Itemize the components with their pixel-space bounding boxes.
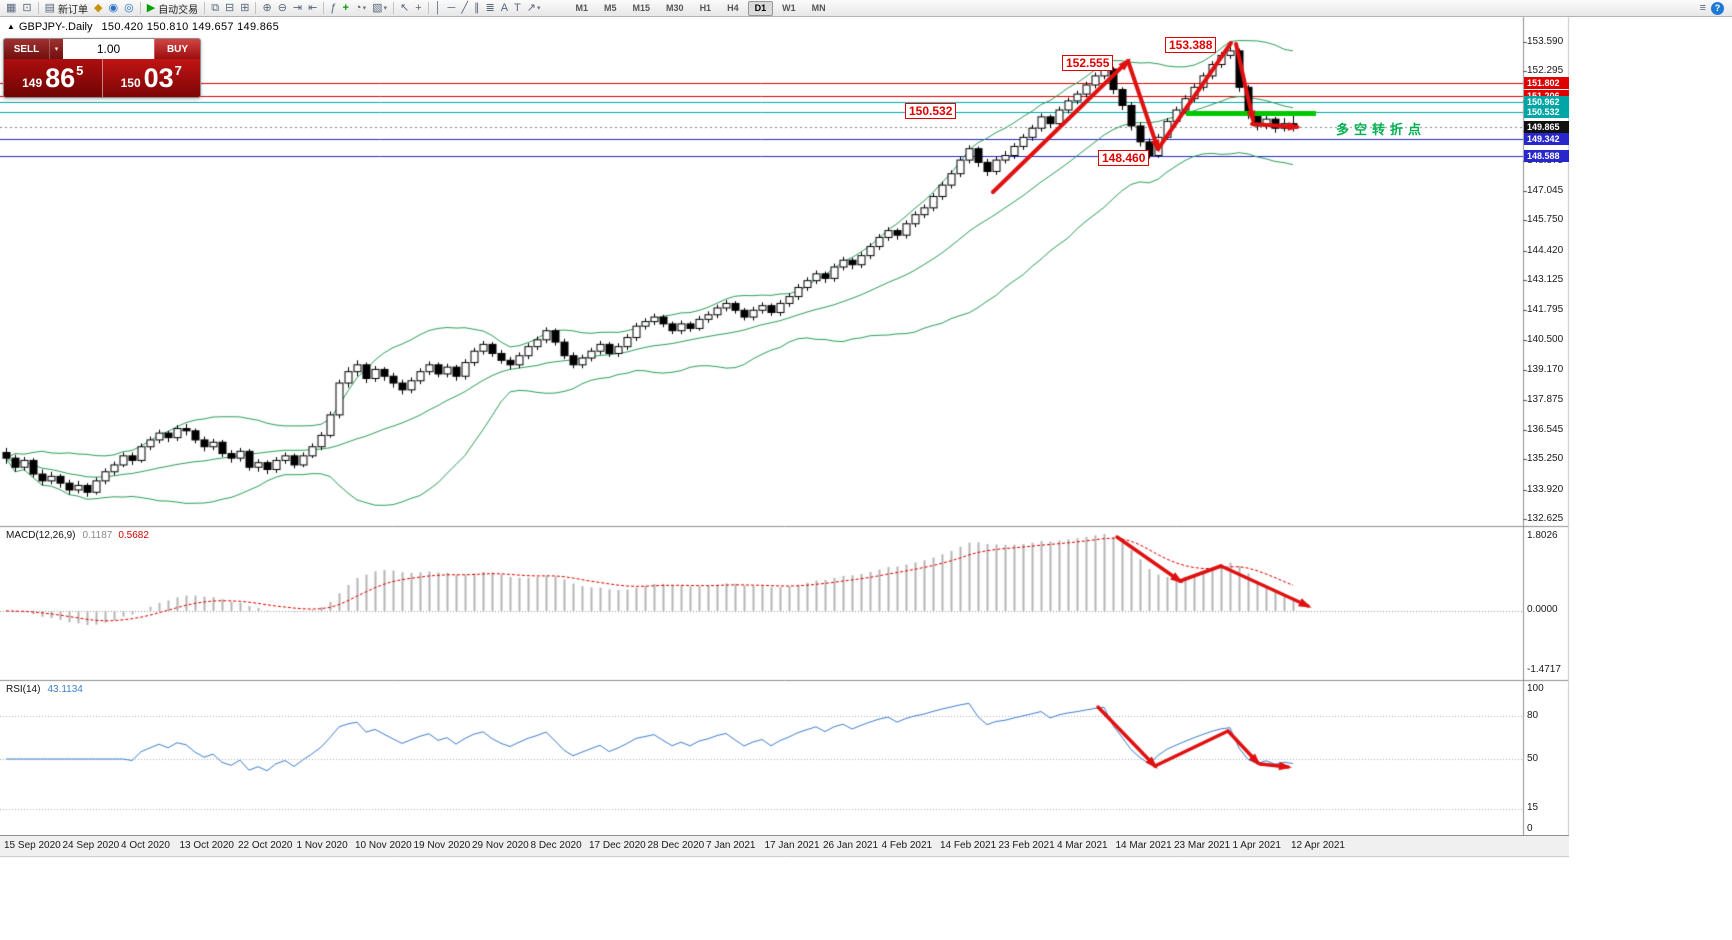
rsi-axis-50: 50 [1527,753,1539,764]
trade-panel-prices: 149 86 5 150 03 7 [4,59,200,97]
macd-axis-zero: 0.0000 [1527,604,1558,615]
timeframe-m5-button[interactable]: M5 [604,2,617,13]
ask-pips: 03 [143,63,174,93]
text-label-icon[interactable]: T [514,1,521,14]
notifications-icon[interactable]: ◎ [124,1,134,14]
rsi-value: 43.1134 [47,684,83,695]
timeframe-buttons: M1 M5 M15 M30 H1 H4 D1 W1 MN [568,0,834,16]
macd-name: MACD(12,26,9) [6,530,76,541]
macd-indicator-label: MACD(12,26,9) 0.1187 0.5682 [6,530,149,541]
tile-horizontal-icon[interactable]: ⊟ [225,1,235,14]
crosshair-icon[interactable]: + [415,1,422,14]
toolbar-right-icons: ≡? [1700,1,1729,16]
macd-signal-value: 0.5682 [118,530,149,541]
ask-figure: 150 [120,76,141,90]
chart-window-icon[interactable]: ▦ [6,1,17,14]
ohlc-values: 150.420 150.810 149.657 149.865 [101,21,280,33]
zoom-out-icon[interactable]: ⊖ [277,1,287,14]
time-axis[interactable] [0,835,1569,856]
periods-dropdown-icon[interactable]: ◔ ▾ [354,1,367,14]
toolbar-separator [255,2,257,14]
rsi-indicator-label: RSI(14) 43.1134 [6,684,83,695]
bid-point: 5 [76,63,84,78]
timeframe-h1-button[interactable]: H1 [699,2,712,13]
toolbar-icon-groups: ▦ ⊡ ▤ 新订单 ◆ ◉ ◎ ▶ 自动交易 ⧉ ⊟ ⊞ ⊕ ⊖ ⇥ ⇤ ƒ + ◔ ▾ ▧ ▾ ↖ + │ ─ ╱ ∥ ≣ A T ↗ ▾ [3,0,544,16]
new-order-button[interactable]: ▤ 新订单 [44,1,89,16]
timeframe-m30-button[interactable]: M30 [666,2,684,13]
cascade-windows-icon[interactable]: ⧉ [211,1,220,14]
toolbar: ▦ ⊡ ▤ 新订单 ◆ ◉ ◎ ▶ 自动交易 ⧉ ⊟ ⊞ ⊕ ⊖ ⇥ ⇤ ƒ + ◔ ▾ ▧ ▾ ↖ + │ ─ ╱ ∥ ≣ A T ↗ ▾ M… [0,0,1732,17]
trendline-icon[interactable]: ╱ [461,1,468,14]
chart-ohlc-header: ▲ GBPJPY-.Daily 150.420 150.810 149.657 14… [7,21,279,33]
sell-button[interactable]: SELL [4,39,50,59]
ask-price-display[interactable]: 150 03 7 [103,59,201,97]
auto-scroll-icon[interactable]: ⇥ [292,1,303,14]
arrows-tool-icon[interactable]: ↗ ▾ [526,1,541,14]
symbol-period-label: GBPJPY-.Daily [18,21,93,33]
rsi-axis-80: 80 [1527,710,1539,721]
chart-shift-icon[interactable]: ⇤ [308,1,318,14]
toolbar-separator [37,2,39,14]
rsi-axis-15: 15 [1527,802,1539,813]
toolbar-separator [427,2,429,14]
volume-input[interactable] [63,39,154,59]
indicators-list-icon[interactable]: ƒ [330,1,337,14]
vertical-line-icon[interactable]: │ [434,1,442,14]
zoom-in-icon[interactable]: ⊕ [262,1,272,14]
ask-point: 7 [174,63,182,78]
text-icon[interactable]: A [500,1,509,14]
templates-dropdown-icon[interactable]: ▧ ▾ [372,1,388,14]
bid-pips: 86 [45,63,76,93]
metaeditor-icon[interactable]: ◆ [94,1,103,14]
timeframe-m1-button[interactable]: M1 [575,2,589,13]
macd-axis-max: 1.8026 [1527,530,1558,541]
macd-main-value: 0.1187 [82,530,113,541]
timeframe-m15-button[interactable]: M15 [632,2,651,13]
toolbar-separator [393,2,395,14]
symbol-marker-icon: ▲ [7,22,15,31]
equidistant-channel-icon[interactable]: ∥ [473,1,480,14]
community-icon[interactable]: ◉ [108,1,119,14]
buy-button[interactable]: BUY [154,39,200,59]
help-icon[interactable]: ? [1711,1,1724,15]
one-click-trading-panel: SELL ▾ BUY 149 86 5 150 03 7 [3,38,201,98]
horizontal-line-icon[interactable]: ─ [447,1,456,14]
timeframe-mn-button[interactable]: MN [811,2,826,13]
timeframe-w1-button[interactable]: W1 [782,2,796,13]
trade-panel-controls: SELL ▾ BUY [4,39,200,59]
macd-axis-min: -1.4717 [1527,664,1561,675]
toolbar-separator [323,2,325,14]
add-indicator-icon[interactable]: + [342,1,349,14]
rsi-name: RSI(14) [6,684,41,695]
turning-point-note[interactable]: 多空转折点 [1336,122,1427,137]
rsi-axis-100: 100 [1527,683,1544,694]
rsi-axis-0: 0 [1527,823,1533,834]
trade-options-dropdown-icon[interactable]: ▾ [50,39,63,59]
toolbar-separator [139,2,141,14]
autotrading-button[interactable]: ▶ 自动交易 [146,1,199,16]
bid-price-display[interactable]: 149 86 5 [4,59,103,97]
cursor-icon[interactable]: ↖ [400,1,410,14]
tile-vertical-icon[interactable]: ⊞ [240,1,250,14]
window-list-icon[interactable]: ≡ [1699,1,1706,14]
toolbar-separator [204,2,206,14]
timeframe-d1-button[interactable]: D1 [747,0,774,16]
bid-figure: 149 [22,76,43,90]
fibonacci-icon[interactable]: ≣ [485,1,495,14]
timeframe-h4-button[interactable]: H4 [727,2,739,13]
magnifier-chart-icon[interactable]: ⊡ [22,1,32,14]
